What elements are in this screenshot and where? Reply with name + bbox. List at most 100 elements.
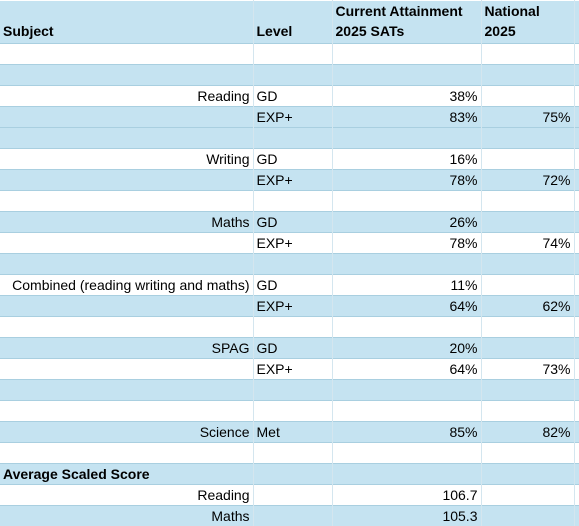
current-attainment-cell[interactable]: 38%: [332, 86, 481, 107]
level-cell[interactable]: EXP+: [253, 170, 332, 191]
current-attainment-cell[interactable]: 64%: [332, 359, 481, 380]
level-cell[interactable]: [253, 485, 332, 506]
header-subject-cell[interactable]: Subject: [0, 1, 253, 44]
current-attainment-cell[interactable]: [332, 254, 481, 275]
subject-cell[interactable]: [0, 128, 253, 149]
level-cell[interactable]: [253, 443, 332, 464]
current-attainment-cell[interactable]: 11%: [332, 275, 481, 296]
subject-cell[interactable]: [0, 65, 253, 86]
level-cell[interactable]: EXP+: [253, 296, 332, 317]
national-cell[interactable]: 62%: [481, 296, 574, 317]
current-attainment-cell[interactable]: 78%: [332, 170, 481, 191]
current-attainment-cell[interactable]: [332, 128, 481, 149]
subject-cell[interactable]: Science: [0, 422, 253, 443]
level-cell[interactable]: [253, 401, 332, 422]
national-cell[interactable]: [481, 338, 574, 359]
current-attainment-cell[interactable]: [332, 380, 481, 401]
level-cell[interactable]: GD: [253, 338, 332, 359]
subject-cell[interactable]: [0, 254, 253, 275]
subject-cell[interactable]: [0, 401, 253, 422]
level-cell[interactable]: [253, 44, 332, 65]
level-cell[interactable]: [253, 317, 332, 338]
average-score-subject[interactable]: Maths: [0, 506, 253, 526]
average-score-value[interactable]: 106.7: [332, 485, 481, 506]
level-cell[interactable]: GD: [253, 212, 332, 233]
level-cell[interactable]: [253, 191, 332, 212]
national-cell[interactable]: [481, 485, 574, 506]
current-attainment-cell[interactable]: [332, 464, 481, 485]
national-cell[interactable]: [481, 44, 574, 65]
current-attainment-cell[interactable]: [332, 401, 481, 422]
subject-cell[interactable]: [0, 359, 253, 380]
national-cell[interactable]: [481, 191, 574, 212]
national-cell[interactable]: [481, 401, 574, 422]
level-cell[interactable]: GD: [253, 275, 332, 296]
average-score-subject[interactable]: Reading: [0, 485, 253, 506]
table-row: [0, 317, 579, 338]
national-cell[interactable]: 75%: [481, 107, 574, 128]
national-cell[interactable]: [481, 86, 574, 107]
subject-cell[interactable]: Reading: [0, 86, 253, 107]
current-attainment-cell[interactable]: [332, 65, 481, 86]
subject-cell[interactable]: [0, 107, 253, 128]
level-cell[interactable]: [253, 65, 332, 86]
header-national-cell[interactable]: National 2025: [481, 1, 574, 44]
national-cell[interactable]: [481, 212, 574, 233]
national-cell[interactable]: [481, 443, 574, 464]
header-subject: Subject: [3, 21, 250, 41]
national-cell[interactable]: [481, 128, 574, 149]
level-cell[interactable]: GD: [253, 86, 332, 107]
subject-cell[interactable]: [0, 191, 253, 212]
subject-cell[interactable]: [0, 296, 253, 317]
national-cell[interactable]: [481, 464, 574, 485]
national-cell[interactable]: 74%: [481, 233, 574, 254]
subject-cell[interactable]: [0, 317, 253, 338]
level-cell[interactable]: [253, 464, 332, 485]
level-cell[interactable]: [253, 254, 332, 275]
current-attainment-cell[interactable]: 85%: [332, 422, 481, 443]
subject-cell[interactable]: Combined (reading writing and maths): [0, 275, 253, 296]
current-attainment-cell[interactable]: 78%: [332, 233, 481, 254]
current-attainment-cell[interactable]: 83%: [332, 107, 481, 128]
current-attainment-cell[interactable]: 16%: [332, 149, 481, 170]
current-attainment-cell[interactable]: 26%: [332, 212, 481, 233]
level-cell[interactable]: Met: [253, 422, 332, 443]
national-cell[interactable]: 72%: [481, 170, 574, 191]
level-cell[interactable]: GD: [253, 149, 332, 170]
current-attainment-cell[interactable]: [332, 191, 481, 212]
national-cell[interactable]: [481, 149, 574, 170]
subject-cell[interactable]: Maths: [0, 212, 253, 233]
spacer-cell: [574, 338, 579, 359]
level-cell[interactable]: EXP+: [253, 233, 332, 254]
current-attainment-cell[interactable]: 64%: [332, 296, 481, 317]
national-cell[interactable]: 73%: [481, 359, 574, 380]
national-cell[interactable]: [481, 506, 574, 526]
level-cell[interactable]: [253, 506, 332, 526]
subject-cell[interactable]: [0, 233, 253, 254]
level-cell[interactable]: [253, 128, 332, 149]
level-cell[interactable]: [253, 380, 332, 401]
subject-cell[interactable]: SPAG: [0, 338, 253, 359]
current-attainment-cell[interactable]: [332, 317, 481, 338]
national-cell[interactable]: 82%: [481, 422, 574, 443]
header-row: Subject Level Current Attainment 2025 SA…: [0, 1, 579, 44]
subject-cell[interactable]: [0, 44, 253, 65]
subject-cell[interactable]: [0, 443, 253, 464]
current-attainment-cell[interactable]: [332, 443, 481, 464]
current-attainment-cell[interactable]: [332, 44, 481, 65]
national-cell[interactable]: [481, 317, 574, 338]
current-attainment-cell[interactable]: 20%: [332, 338, 481, 359]
header-level-cell[interactable]: Level: [253, 1, 332, 44]
header-current-cell[interactable]: Current Attainment 2025 SATs: [332, 1, 481, 44]
average-score-value[interactable]: 105.3: [332, 506, 481, 526]
national-cell[interactable]: [481, 65, 574, 86]
national-cell[interactable]: [481, 275, 574, 296]
level-cell[interactable]: EXP+: [253, 359, 332, 380]
national-cell[interactable]: [481, 380, 574, 401]
national-cell[interactable]: [481, 254, 574, 275]
subject-cell[interactable]: [0, 380, 253, 401]
subject-cell[interactable]: Writing: [0, 149, 253, 170]
average-scaled-score-title[interactable]: Average Scaled Score: [0, 464, 253, 485]
level-cell[interactable]: EXP+: [253, 107, 332, 128]
subject-cell[interactable]: [0, 170, 253, 191]
